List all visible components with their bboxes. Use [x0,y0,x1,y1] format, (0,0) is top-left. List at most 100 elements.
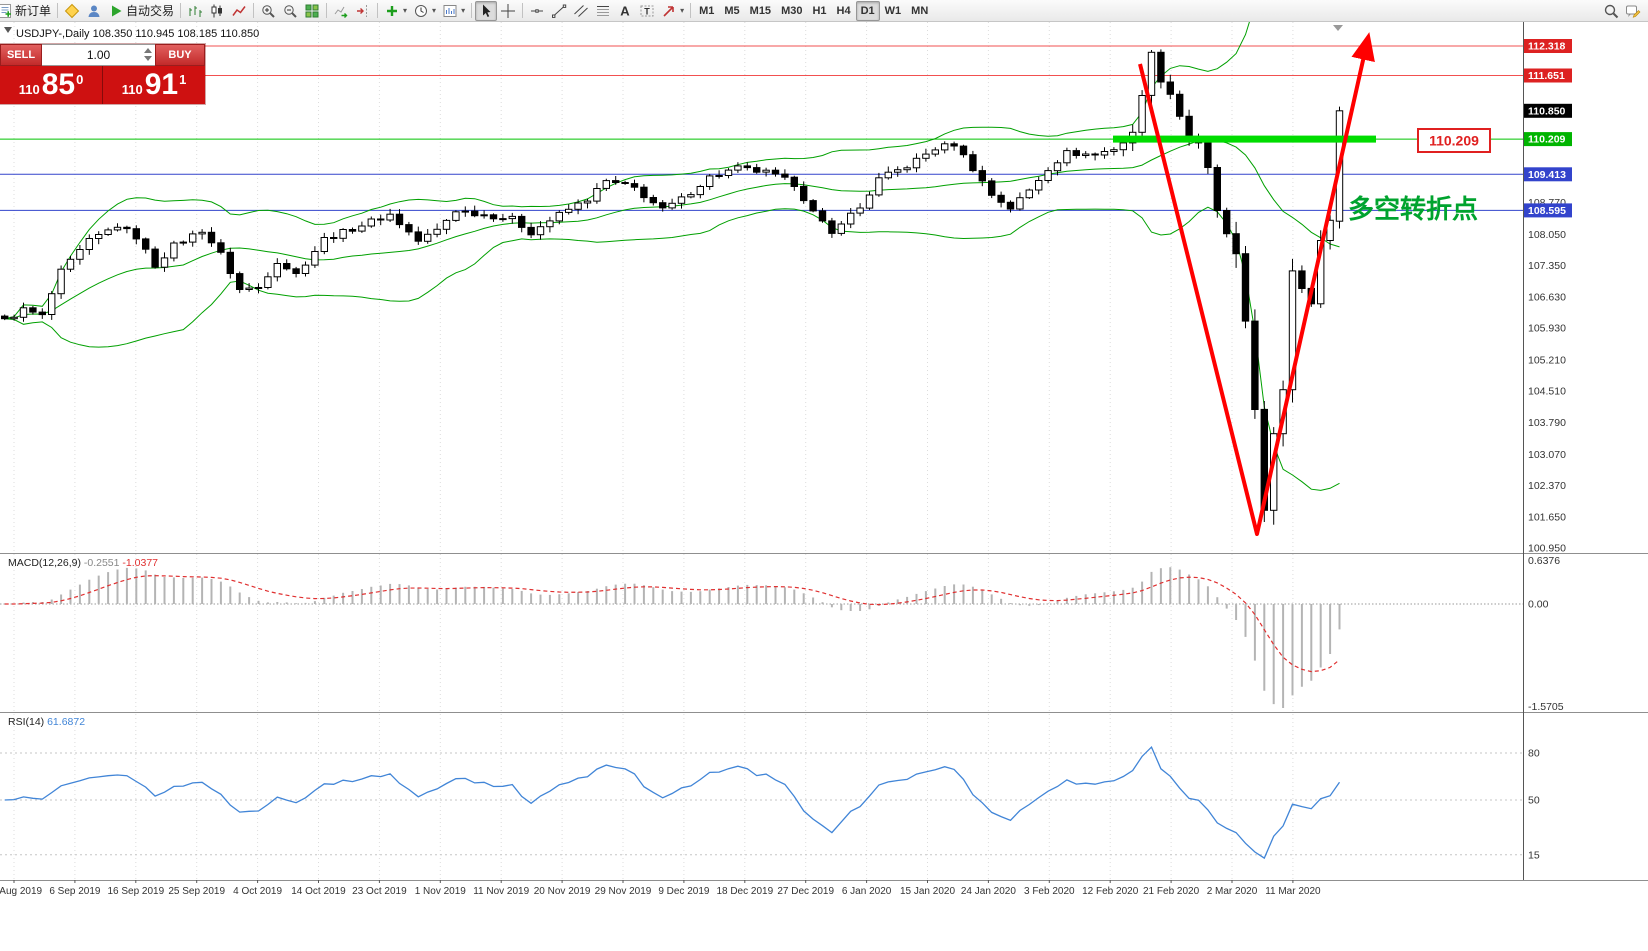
bar-chart-button[interactable] [184,1,206,21]
timeframe-m15-button[interactable]: M15 [745,1,776,21]
timeframe-m5-button[interactable]: M5 [719,1,744,21]
svg-text:100.950: 100.950 [1528,543,1566,555]
timeframe-m1-button[interactable]: M1 [694,1,719,21]
new-order-button-label: 新订单 [15,4,52,18]
cursor-button[interactable] [475,0,498,21]
support-resistance-bar[interactable] [1113,135,1376,143]
rsi-header: RSI(14) 61.6872 [8,716,85,728]
indicators-button[interactable]: ▾ [381,1,410,21]
svg-text:15: 15 [1528,849,1540,861]
crosshair-icon [500,3,516,19]
toolbar-separator [377,3,379,18]
dropdown-caret-icon: ▾ [432,6,437,15]
svg-text:109.413: 109.413 [1528,169,1566,181]
svg-text:0.6376: 0.6376 [1528,555,1560,567]
price-tag[interactable]: 110.209 [1417,128,1491,153]
svg-text:107.350: 107.350 [1528,260,1566,272]
volume-down-arrow[interactable] [144,56,152,61]
svg-text:102.370: 102.370 [1528,480,1566,492]
timeframe-d1-button[interactable]: D1 [855,0,880,21]
one-click-collapse-arrow[interactable] [4,27,12,33]
bid-superscript: 0 [76,71,84,87]
search-icon [1603,3,1619,19]
time-axis[interactable]: 28 Aug 2019 6 Sep 2019 16 Sep 2019 25 Sep 2… [0,880,1321,897]
trendline-button[interactable] [548,1,570,21]
volume-value: 1.00 [86,48,111,62]
labelT-icon: T [639,3,655,19]
svg-text:9 Dec 2019: 9 Dec 2019 [658,886,710,897]
ask-superscript: 1 [179,71,187,87]
toolbar-separator [471,3,473,18]
rsi-line [4,745,1341,860]
textA-icon: A [617,3,633,19]
svg-text:29 Nov 2019: 29 Nov 2019 [595,886,652,897]
svg-text:101.650: 101.650 [1528,512,1566,524]
svg-text:106.630: 106.630 [1528,292,1566,304]
toolbar-separator [253,3,255,18]
one-click-top-row: SELL 1.00 BUY [0,44,205,66]
auto-scroll-button[interactable] [330,1,352,21]
svg-text:23 Oct 2019: 23 Oct 2019 [352,886,407,897]
svg-text:111.651: 111.651 [1528,70,1565,82]
horizontal-line-objects[interactable] [0,45,1523,211]
one-click-trading-panel: SELL 1.00 BUY 110 85 0 110 91 1 [0,44,205,104]
price-axis[interactable]: 108.770108.050107.350106.630105.930105.2… [1524,39,1572,861]
svg-text:4 Oct 2019: 4 Oct 2019 [233,886,282,897]
svg-text:108.050: 108.050 [1528,229,1566,241]
svg-text:105.930: 105.930 [1528,323,1566,335]
timeframe-w1-button[interactable]: W1 [880,1,907,21]
horizontal-line-button[interactable] [526,1,548,21]
bid-price[interactable]: 110 85 0 [0,66,102,104]
text-label-button[interactable]: T [636,1,658,21]
metaeditor-button[interactable] [61,1,83,21]
linechart-icon [231,3,247,19]
svg-text:27 Dec 2019: 27 Dec 2019 [777,886,834,897]
sell-button[interactable]: SELL [0,44,42,66]
fibonacci-button[interactable] [592,1,614,21]
autotrading-button[interactable]: 自动交易 [105,1,177,21]
template-icon [442,3,458,19]
arrows-button[interactable]: ▾ [658,1,687,21]
timeframe-h1-button[interactable]: H1 [807,1,831,21]
ask-prefix: 110 [121,81,143,97]
line-chart-button[interactable] [228,1,250,21]
crosshair-button[interactable] [497,1,519,21]
new-post-button[interactable] [1622,1,1644,21]
templates-button[interactable]: ▾ [439,1,468,21]
toolbar-separator [690,3,692,18]
dropdown-caret-icon: ▾ [403,6,408,15]
chart-shift-button[interactable] [352,1,374,21]
buy-button[interactable]: BUY [155,44,205,66]
new-order-button[interactable]: 新订单 [0,1,54,21]
community-button[interactable] [83,1,105,21]
candles [1,49,1344,525]
periods-button[interactable]: ▾ [410,1,439,21]
hline-icon [529,3,545,19]
note-text[interactable]: 多空转折点 [1348,194,1478,224]
candlestick-chart-button[interactable] [206,1,228,21]
volume-field[interactable]: 1.00 [42,44,155,66]
text-button[interactable]: A [614,1,636,21]
timeframe-mn-button[interactable]: MN [906,1,933,21]
autotrading-button-label: 自动交易 [126,4,175,18]
ask-price[interactable]: 110 91 1 [103,66,205,104]
timeframe-h4-button[interactable]: H4 [832,1,856,21]
zoom-out-button[interactable] [279,1,301,21]
macd-header: MACD(12,26,9) -0.2551 -1.0377 [8,557,158,569]
rsi-levels [0,752,1523,856]
chart-shift-marker[interactable] [1333,25,1343,31]
svg-text:0.00: 0.00 [1528,599,1549,611]
zoom-in-button[interactable] [257,1,279,21]
v-reversal-arrow[interactable] [1138,32,1375,536]
svg-text:110.209: 110.209 [1528,134,1566,146]
profile-icon [86,3,102,19]
volume-up-arrow[interactable] [144,48,152,53]
equidistant-channel-button[interactable] [570,1,592,21]
clock-icon [413,3,429,19]
timeframe-m30-button[interactable]: M30 [776,1,807,21]
dropdown-caret-icon: ▾ [680,6,685,15]
volume-spinner[interactable] [144,48,152,61]
search-button[interactable] [1600,1,1622,21]
tile-windows-button[interactable] [301,1,323,21]
